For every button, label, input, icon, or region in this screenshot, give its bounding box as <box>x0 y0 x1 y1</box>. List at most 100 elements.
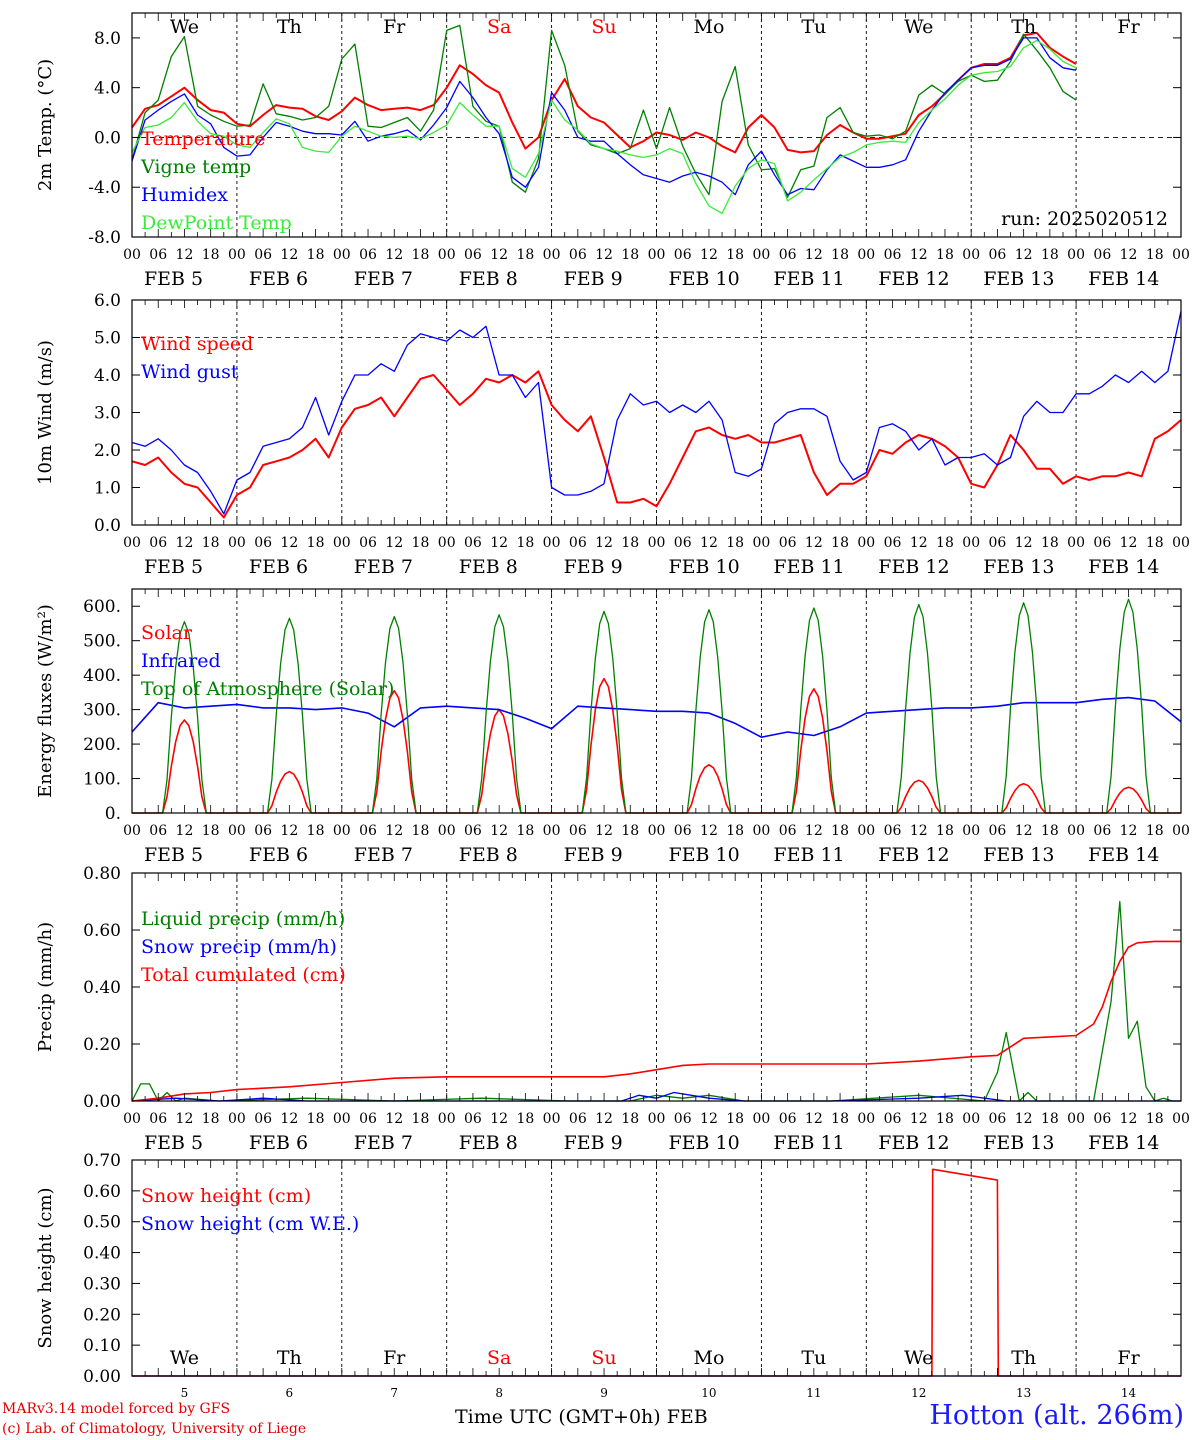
y-tick-label: 0.20 <box>83 1305 121 1325</box>
hour-tick-label: 18 <box>1146 247 1164 263</box>
date-label: FEB 6 <box>249 844 308 866</box>
plot-frame <box>131 588 1182 814</box>
legend-entry: Top of Atmosphere (Solar) <box>141 678 394 700</box>
hour-tick-label: 00 <box>962 823 980 839</box>
hour-tick-label: 12 <box>1120 535 1138 551</box>
hour-tick-label: 06 <box>254 1111 272 1127</box>
hour-tick-label: 06 <box>464 1111 482 1127</box>
run-annotation: run: 2025020512 <box>1001 208 1168 230</box>
hour-tick-label: 12 <box>280 1111 298 1127</box>
y-tick-label: 500. <box>83 632 121 652</box>
hour-tick-label: 00 <box>543 247 561 263</box>
hour-tick-label: 06 <box>989 535 1007 551</box>
hour-tick-label: 00 <box>752 823 770 839</box>
hour-tick-label: 18 <box>936 823 954 839</box>
weekday-label: We <box>170 16 199 38</box>
y-tick-label: 0.60 <box>83 921 121 941</box>
y-tick-label: 5.0 <box>94 329 121 349</box>
day-number-label: 7 <box>390 1386 398 1400</box>
legend-entry: Wind gust <box>141 361 239 383</box>
hour-tick-label: 18 <box>1041 247 1059 263</box>
hour-tick-label: 00 <box>438 535 456 551</box>
date-label: FEB 10 <box>669 556 740 578</box>
date-label: FEB 9 <box>564 844 623 866</box>
hour-tick-label: 06 <box>1093 247 1111 263</box>
hour-tick-label: 06 <box>464 247 482 263</box>
hour-tick-label: 06 <box>359 823 377 839</box>
date-label: FEB 13 <box>983 556 1054 578</box>
hour-tick-label: 18 <box>621 1111 639 1127</box>
hour-tick-label: 00 <box>1172 535 1190 551</box>
hour-tick-label: 12 <box>595 535 613 551</box>
hour-tick-label: 12 <box>1120 823 1138 839</box>
x-axis-title: Time UTC (GMT+0h) FEB <box>455 1406 708 1428</box>
y-tick-label: 300. <box>83 701 121 721</box>
date-label: FEB 11 <box>773 268 844 290</box>
hour-tick-label: 18 <box>726 535 744 551</box>
hour-tick-label: 06 <box>779 823 797 839</box>
hour-tick-label: 12 <box>805 823 823 839</box>
date-label: FEB 8 <box>459 844 518 866</box>
weekday-label: Th <box>1011 1347 1036 1369</box>
hour-tick-label: 00 <box>333 535 351 551</box>
legend-entry: Temperature <box>141 128 265 150</box>
hour-tick-label: 06 <box>674 535 692 551</box>
panel-wind: 0.0 1.0 2.0 3.0 4.0 5.0 6.0 10m Wind (m/s) Wind … <box>35 291 1190 578</box>
hour-tick-label: 00 <box>438 1111 456 1127</box>
hour-tick-label: 06 <box>1093 823 1111 839</box>
hour-tick-label: 06 <box>989 1111 1007 1127</box>
hour-tick-label: 12 <box>1015 247 1033 263</box>
weekday-label: Th <box>277 1347 302 1369</box>
hour-tick-label: 06 <box>569 823 587 839</box>
hour-tick-label: 18 <box>1041 535 1059 551</box>
weekday-label: Tu <box>801 16 826 38</box>
hour-tick-label: 00 <box>228 1111 246 1127</box>
hour-tick-label: 12 <box>595 823 613 839</box>
date-label: FEB 7 <box>354 1132 413 1154</box>
date-label: FEB 10 <box>669 844 740 866</box>
hour-tick-label: 18 <box>621 535 639 551</box>
y-tick-label: -4.0 <box>88 178 121 198</box>
hour-tick-label: 12 <box>700 535 718 551</box>
hour-tick-label: 18 <box>412 1111 430 1127</box>
hour-tick-label: 12 <box>700 1111 718 1127</box>
hour-tick-label: 18 <box>621 823 639 839</box>
hour-tick-label: 18 <box>307 535 325 551</box>
hour-tick-label: 12 <box>280 823 298 839</box>
y-tick-label: 2.0 <box>94 441 121 461</box>
date-label: FEB 10 <box>669 268 740 290</box>
date-label: FEB 9 <box>564 556 623 578</box>
y-tick-label: 0.10 <box>83 1336 121 1356</box>
date-label: FEB 11 <box>773 1132 844 1154</box>
date-label: FEB 12 <box>878 556 949 578</box>
weekday-label: Th <box>1011 16 1036 38</box>
hour-tick-label: 12 <box>700 247 718 263</box>
date-label: FEB 13 <box>983 1132 1054 1154</box>
hour-tick-label: 12 <box>700 823 718 839</box>
date-label: FEB 14 <box>1088 268 1159 290</box>
date-label: FEB 12 <box>878 844 949 866</box>
hour-tick-label: 06 <box>149 823 167 839</box>
hour-tick-label: 12 <box>490 823 508 839</box>
series-line <box>131 24 1077 198</box>
y-tick-label: 0.50 <box>83 1213 121 1233</box>
y-tick-label: 3.0 <box>94 404 121 424</box>
hour-tick-label: 18 <box>1041 1111 1059 1127</box>
hour-tick-label: 00 <box>962 535 980 551</box>
date-label: FEB 14 <box>1088 1132 1159 1154</box>
weekday-label: Su <box>591 16 616 38</box>
y-axis-label: 10m Wind (m/s) <box>35 340 56 485</box>
hour-tick-label: 12 <box>280 247 298 263</box>
hour-tick-label: 00 <box>1067 535 1085 551</box>
date-label: FEB 9 <box>564 1132 623 1154</box>
y-axis-label: Precip (mm/h) <box>35 922 56 1052</box>
plot-frame <box>131 299 1182 526</box>
hour-tick-label: 18 <box>831 1111 849 1127</box>
hour-tick-label: 12 <box>595 247 613 263</box>
hour-tick-label: 06 <box>779 1111 797 1127</box>
hour-tick-label: 06 <box>884 1111 902 1127</box>
day-number-label: 14 <box>1121 1386 1137 1400</box>
hour-tick-label: 18 <box>831 535 849 551</box>
day-number-label: 8 <box>495 1386 503 1400</box>
day-number-label: 11 <box>806 1386 821 1400</box>
